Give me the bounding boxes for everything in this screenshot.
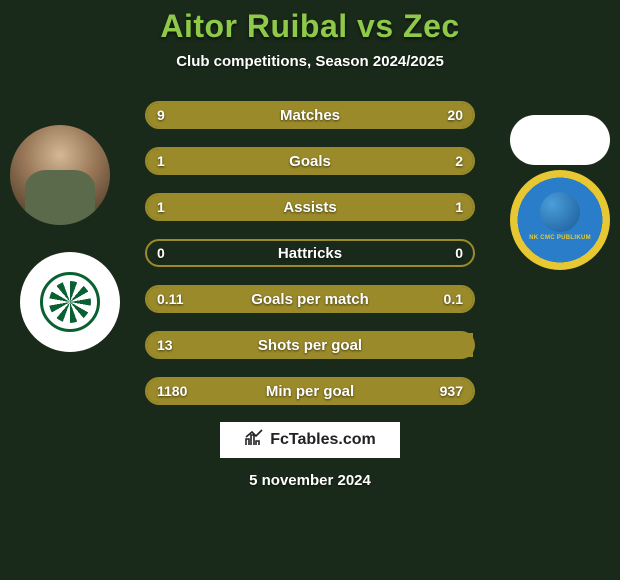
club-right-ball-icon <box>540 192 580 232</box>
stat-label: Min per goal <box>266 383 354 400</box>
stat-value-left: 13 <box>157 337 173 353</box>
stat-label: Shots per goal <box>258 337 362 354</box>
club-left-crest-icon <box>40 272 100 332</box>
player-right-avatar <box>510 115 610 165</box>
stat-value-left: 1 <box>157 199 165 215</box>
club-right-badge: NK CMC PUBLIKUM <box>510 170 610 270</box>
stat-label: Goals <box>289 153 331 170</box>
stat-row: 1 Goals 2 <box>145 146 475 176</box>
subtitle: Club competitions, Season 2024/2025 <box>10 53 610 70</box>
stat-value-left: 9 <box>157 107 165 123</box>
stat-value-left: 0 <box>157 245 165 261</box>
stat-label: Matches <box>280 107 340 124</box>
stat-fill-right <box>255 149 473 173</box>
stat-value-right: 0.1 <box>444 291 463 307</box>
stat-row: 13 Shots per goal <box>145 330 475 360</box>
player-left-avatar <box>10 125 110 225</box>
stat-label: Assists <box>283 199 336 216</box>
stat-value-right: 937 <box>440 383 463 399</box>
stat-value-left: 0.11 <box>157 291 183 307</box>
stat-label: Hattricks <box>278 245 342 262</box>
stat-value-right: 1 <box>455 199 463 215</box>
footer-brand-text: FcTables.com <box>270 431 376 449</box>
stat-row: 1180 Min per goal 937 <box>145 376 475 406</box>
club-left-badge <box>20 252 120 352</box>
stat-value-left: 1 <box>157 153 165 169</box>
chart-icon <box>244 429 264 452</box>
stat-label: Goals per match <box>251 291 369 308</box>
page-title: Aitor Ruibal vs Zec <box>10 8 610 45</box>
stats-list: 9 Matches 20 1 Goals 2 1 Assists 1 0 Hat… <box>145 100 475 406</box>
stat-row: 0 Hattricks 0 <box>145 238 475 268</box>
stat-value-right: 20 <box>447 107 463 123</box>
stat-value-right: 0 <box>455 245 463 261</box>
stat-row: 0.11 Goals per match 0.1 <box>145 284 475 314</box>
footer-date: 5 november 2024 <box>10 472 610 489</box>
stat-value-right: 2 <box>455 153 463 169</box>
stat-value-left: 1180 <box>157 383 187 399</box>
stat-row: 9 Matches 20 <box>145 100 475 130</box>
club-right-label: NK CMC PUBLIKUM <box>529 235 591 241</box>
footer-brand-box[interactable]: FcTables.com <box>220 422 400 458</box>
stat-row: 1 Assists 1 <box>145 192 475 222</box>
